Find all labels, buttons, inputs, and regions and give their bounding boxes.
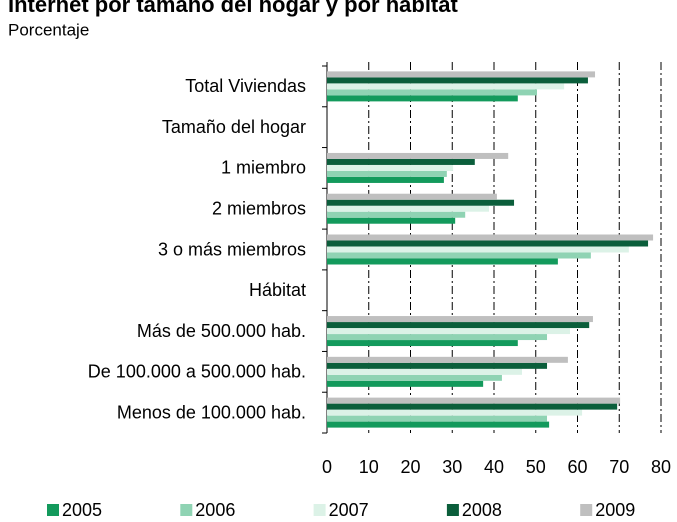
x-tick-label: 10 <box>359 457 379 477</box>
bar <box>327 240 649 247</box>
bar <box>327 380 484 387</box>
legend-label: 2006 <box>195 500 235 520</box>
bar <box>327 368 522 375</box>
bar <box>327 164 454 171</box>
bar <box>327 374 502 381</box>
y-tick-label: Total Viviendas <box>185 76 306 96</box>
bar <box>327 316 593 323</box>
y-tick-label: 2 miembros <box>212 198 306 218</box>
bar <box>327 158 475 165</box>
bar <box>327 328 570 335</box>
y-tick-label: Hábitat <box>249 280 306 300</box>
bar <box>327 176 444 183</box>
legend-label: 2005 <box>62 500 102 520</box>
bar <box>327 322 590 329</box>
bar <box>327 415 548 422</box>
bar <box>327 193 497 200</box>
y-tick-label: 1 miembro <box>221 158 306 178</box>
x-tick-label: 70 <box>609 457 629 477</box>
bar <box>327 252 591 259</box>
x-tick-label: 80 <box>651 457 671 477</box>
legend-swatch <box>446 504 459 516</box>
x-tick-label: 40 <box>484 457 504 477</box>
bar <box>327 95 518 102</box>
legend-swatch <box>313 504 326 516</box>
bar <box>327 340 518 347</box>
legend-swatch <box>47 504 59 516</box>
bar <box>327 71 596 78</box>
bar <box>327 234 654 241</box>
x-tick-label: 60 <box>567 457 587 477</box>
bar <box>327 258 558 265</box>
bar <box>327 83 565 90</box>
legend-swatch <box>580 504 593 516</box>
bar <box>327 421 550 428</box>
legend-label: 2007 <box>329 500 369 520</box>
bar <box>327 199 515 206</box>
bar <box>327 89 538 96</box>
bar <box>327 397 621 404</box>
x-tick-label: 20 <box>400 457 420 477</box>
bar <box>327 77 588 84</box>
y-tick-label: Más de 500.000 hab. <box>137 321 306 341</box>
x-tick-label: 50 <box>526 457 546 477</box>
bar <box>327 356 568 363</box>
bar <box>327 152 509 159</box>
chart-subtitle: Porcentaje <box>8 20 89 39</box>
y-tick-label: De 100.000 a 500.000 hab. <box>88 362 306 382</box>
bar <box>327 409 583 416</box>
x-tick-label: 30 <box>442 457 462 477</box>
y-tick-label: 3 o más miembros <box>158 239 306 259</box>
bar <box>327 362 548 369</box>
bar <box>327 246 629 253</box>
y-tick-label: Menos de 100.000 hab. <box>117 402 306 422</box>
legend-label: 2009 <box>595 500 635 520</box>
bar <box>327 170 447 177</box>
x-tick-label: 0 <box>322 457 332 477</box>
legend-swatch <box>180 504 193 516</box>
bar <box>327 403 618 410</box>
bar <box>327 217 456 224</box>
bar <box>327 334 548 341</box>
bar <box>327 211 466 218</box>
chart-title: Internet por tamaño del hogar y por hábi… <box>8 0 458 17</box>
bar <box>327 205 489 212</box>
legend-label: 2008 <box>462 500 502 520</box>
y-tick-label: Tamaño del hogar <box>162 117 306 137</box>
